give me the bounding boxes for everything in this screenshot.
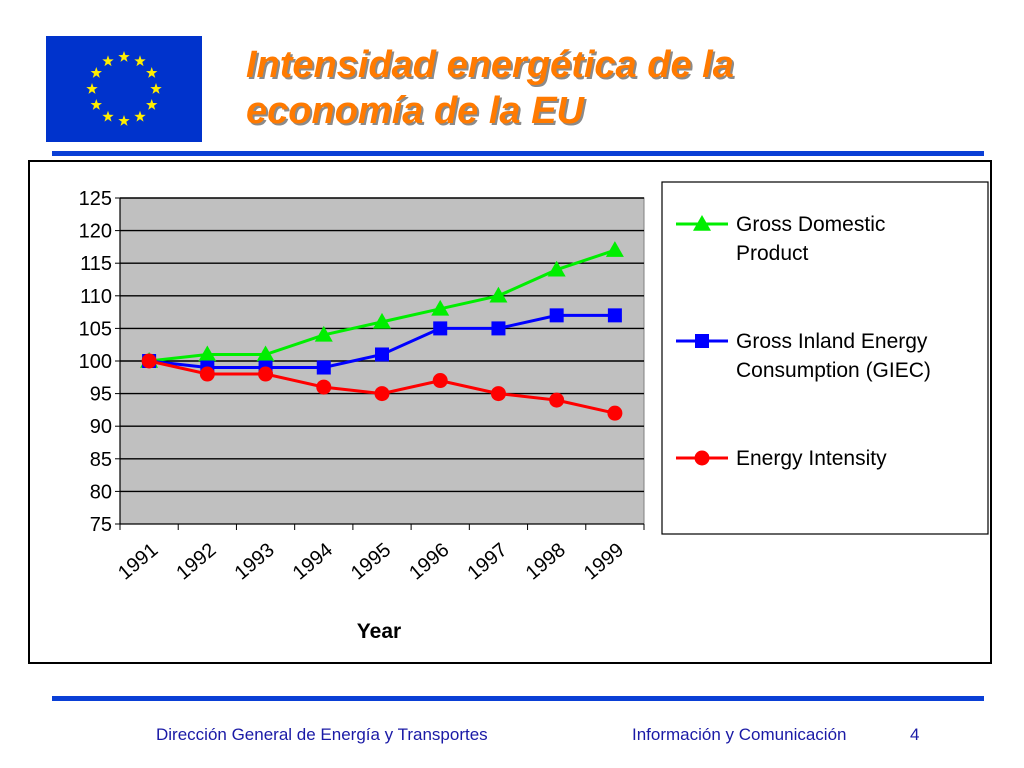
- data-point-0: [373, 312, 391, 329]
- footer-organization: Dirección General de Energía y Transport…: [156, 725, 488, 744]
- data-point-2: [199, 366, 215, 382]
- eu-flag-icon: [46, 36, 202, 142]
- title-line-1: Intensidad energética de la: [246, 44, 734, 86]
- flag-star: [102, 55, 114, 67]
- y-tick-label: 90: [90, 416, 112, 438]
- flag-star: [134, 55, 146, 67]
- flag-star: [134, 110, 146, 122]
- y-tick-label: 115: [80, 253, 112, 275]
- data-point-2: [490, 386, 506, 402]
- x-tick-label: 1992: [172, 539, 220, 584]
- y-tick-label: 85: [90, 449, 112, 471]
- data-point-0: [256, 345, 275, 362]
- x-axis-title: Year: [357, 620, 401, 643]
- eu-flag-stars: [86, 51, 162, 126]
- data-point-0: [489, 286, 508, 303]
- legend-label: Product: [736, 242, 809, 265]
- data-point-2: [549, 392, 565, 408]
- data-point-2: [432, 373, 448, 389]
- footer-rule: [52, 696, 984, 701]
- data-point-2: [374, 386, 390, 402]
- y-tick-label: 110: [80, 286, 112, 308]
- y-tick-label: 105: [79, 318, 112, 340]
- flag-star: [146, 99, 158, 110]
- flag-star: [150, 83, 162, 94]
- legend-label: Energy Intensity: [736, 447, 887, 470]
- y-tick-label: 95: [90, 384, 112, 406]
- x-tick-label: 1997: [463, 539, 511, 584]
- line-chart: 75 80 85 90 95 100 105 110 115 120 125 1991 1992 1993…: [79, 181, 989, 643]
- slide-title: Intensidad energética de la economía de …: [246, 42, 946, 134]
- flag-star: [102, 110, 114, 122]
- y-tick-label: 75: [90, 514, 112, 536]
- x-tick-label: 1994: [289, 539, 337, 584]
- x-tick-label: 1995: [347, 539, 395, 584]
- data-point-1: [549, 308, 564, 323]
- x-tick-label: 1991: [114, 539, 162, 584]
- flag-star: [90, 99, 102, 110]
- x-tick-label: 1996: [405, 539, 453, 584]
- flag-star: [118, 115, 130, 126]
- footer-department: Información y Comunicación: [632, 725, 847, 744]
- data-point-2: [258, 366, 274, 382]
- flag-star: [86, 83, 98, 94]
- data-point-0: [198, 345, 217, 362]
- flag-star: [146, 67, 158, 78]
- data-point-1: [433, 321, 448, 336]
- data-point-0: [314, 325, 333, 342]
- data-point-1: [316, 360, 331, 375]
- flag-star: [90, 67, 102, 78]
- legend-marker-2: [694, 450, 710, 466]
- x-tick-label: 1999: [580, 539, 628, 584]
- y-tick-label: 120: [79, 221, 112, 243]
- chart-frame: 75 80 85 90 95 100 105 110 115 120 125 1991 1992 1993…: [28, 160, 992, 664]
- y-tick-label: 80: [90, 481, 112, 503]
- y-tick-label: 125: [79, 188, 112, 210]
- data-point-0: [605, 241, 624, 257]
- data-point-2: [316, 379, 332, 395]
- legend-label: Gross Domestic: [736, 213, 885, 236]
- legend-label: Gross Inland Energy: [736, 330, 928, 353]
- title-line-2: economía de la EU: [246, 90, 584, 132]
- legend: [661, 181, 989, 535]
- data-point-1: [607, 308, 622, 323]
- data-point-1: [491, 321, 506, 336]
- x-tick-label: 1993: [231, 539, 279, 584]
- legend-label: Consumption (GIEC): [736, 359, 931, 382]
- flag-star: [118, 51, 130, 62]
- page-number: 4: [910, 725, 920, 744]
- data-point-2: [607, 405, 623, 421]
- x-tick-label: 1998: [522, 539, 570, 584]
- legend-marker-0: [693, 215, 711, 231]
- data-point-0: [431, 299, 450, 316]
- legend-marker-1: [695, 334, 709, 348]
- data-point-2: [141, 353, 157, 369]
- data-point-1: [375, 347, 389, 362]
- header-rule: [52, 151, 984, 156]
- data-point-0: [547, 260, 566, 277]
- y-tick-label: 100: [79, 351, 112, 373]
